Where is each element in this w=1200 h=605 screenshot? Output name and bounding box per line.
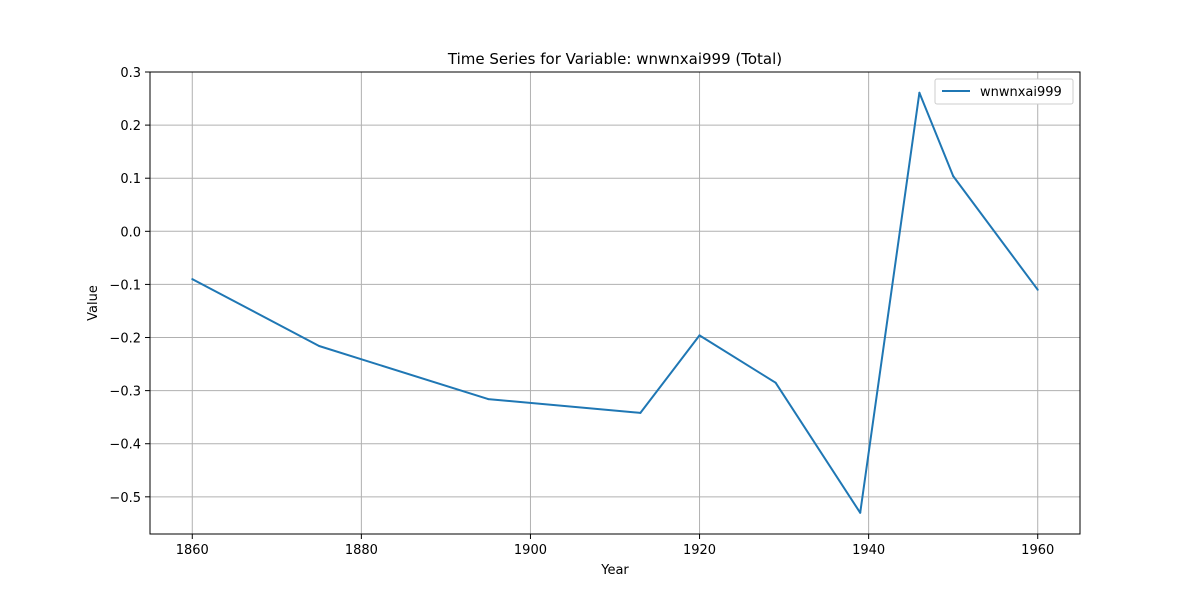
y-tick-label: 0.0 (120, 225, 141, 240)
y-tick-label: −0.2 (109, 332, 141, 347)
x-tick-label: 1860 (176, 543, 209, 558)
data-point (698, 334, 701, 337)
y-tick-label: −0.3 (109, 385, 141, 400)
x-tick-label: 1900 (514, 543, 547, 558)
x-axis: 1860 1880 1900 1920 1940 1960 (176, 534, 1054, 558)
data-point (639, 411, 642, 414)
x-tick-label: 1880 (345, 543, 378, 558)
x-tick-label: 1920 (683, 543, 716, 558)
y-axis-label: Value (86, 285, 101, 321)
y-tick-label: −0.5 (109, 491, 141, 506)
y-tick-label: 0.2 (120, 119, 141, 134)
y-tick-label: −0.1 (109, 278, 141, 293)
y-tick-label: 0.1 (120, 172, 141, 187)
x-tick-label: 1940 (852, 543, 885, 558)
x-axis-label: Year (600, 563, 629, 578)
data-point (774, 381, 777, 384)
grid-lines (150, 71, 1080, 534)
series-line-wnwnxai999 (191, 91, 1039, 514)
series-layer (191, 91, 1039, 514)
legend-box (934, 78, 1074, 105)
data-point (859, 511, 862, 514)
legend-label: wnwnxai999 (980, 85, 1062, 100)
y-tick-label: 0.3 (120, 66, 141, 81)
y-axis: −0.5 −0.4 −0.3 −0.2 −0.1 0.0 0.1 0.2 0.3 (109, 66, 150, 506)
data-point (1036, 288, 1039, 291)
legend: wnwnxai999 (934, 78, 1074, 105)
data-point (487, 398, 490, 401)
data-point (318, 345, 321, 347)
data-point (952, 175, 955, 178)
data-point (191, 278, 194, 281)
data-point (918, 91, 921, 94)
y-tick-label: −0.4 (109, 438, 141, 453)
plot-area-frame (149, 71, 1081, 535)
chart-title: Time Series for Variable: wnwnxai999 (To… (447, 50, 782, 68)
x-tick-label: 1960 (1021, 543, 1054, 558)
